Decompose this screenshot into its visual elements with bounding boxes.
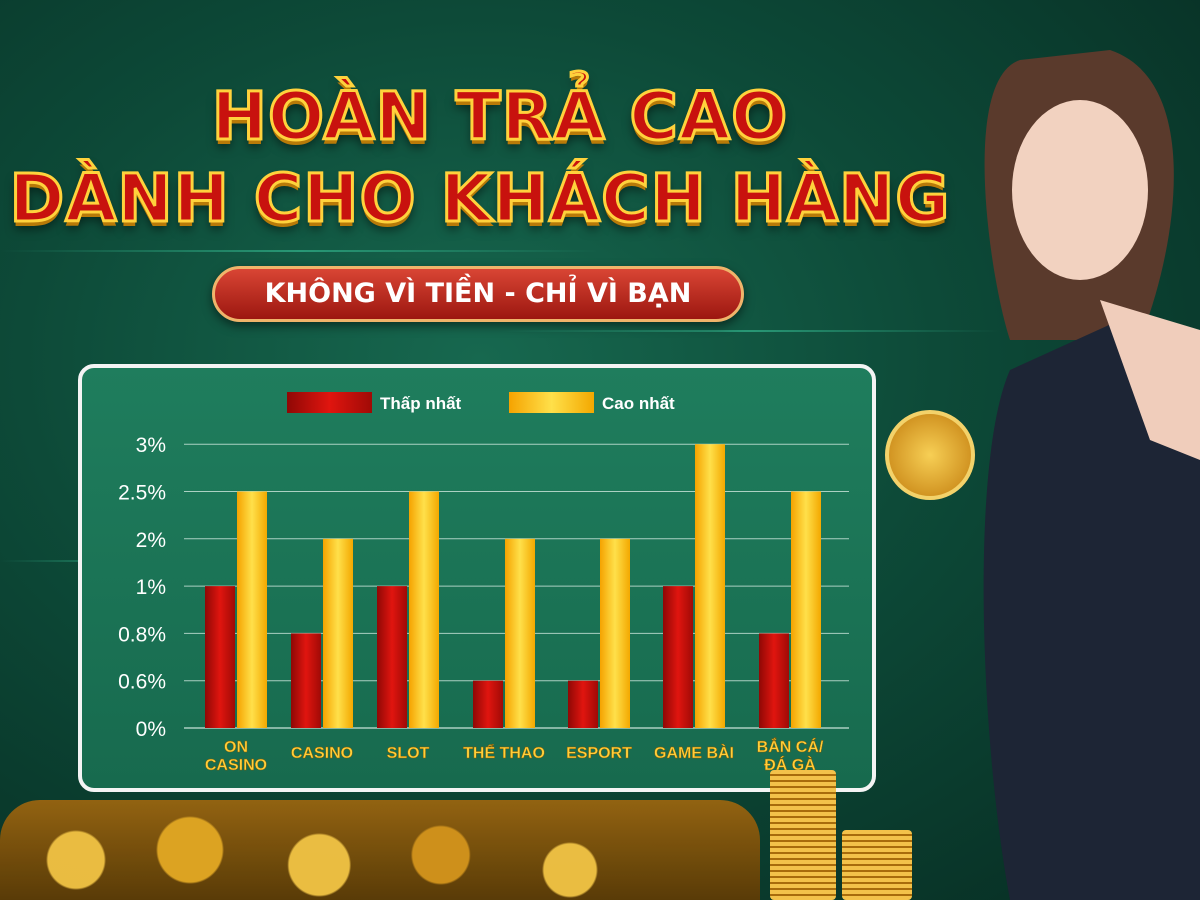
bar-high: [600, 538, 630, 728]
legend-label: Thấp nhất: [380, 394, 462, 413]
legend-label: Cao nhất: [602, 394, 675, 413]
bar-low: [377, 586, 407, 728]
y-tick-label: 2.5%: [118, 482, 166, 505]
bar-low: [291, 633, 321, 728]
model-figure: [983, 50, 1200, 900]
x-tick-label: THỂ THAO: [463, 743, 545, 762]
y-tick-label: 1%: [136, 576, 166, 599]
x-tick-label: ON: [224, 739, 248, 756]
title-line-1: HOÀN TRẢ CAO: [210, 77, 789, 157]
coin-stack: [770, 770, 836, 900]
bar-low: [759, 633, 789, 728]
bar-high: [237, 491, 267, 728]
bar-low: [473, 680, 503, 728]
y-tick-label: 0.6%: [118, 671, 166, 694]
x-tick-label: CASINO: [205, 757, 267, 774]
title-line-2: DÀNH CHO KHÁCH HÀNG: [8, 159, 951, 239]
bar-high: [505, 538, 535, 728]
bar-low: [205, 586, 235, 728]
bar-low: [663, 586, 693, 728]
x-tick-label: BẮN CÁ/: [757, 737, 824, 756]
y-tick-label: 2%: [136, 529, 166, 552]
bar-high: [695, 444, 725, 728]
coin-stack: [842, 830, 912, 900]
bar-high: [791, 491, 821, 728]
gold-coins-pile: [0, 800, 760, 900]
x-tick-label: ESPORT: [566, 745, 632, 762]
x-tick-label: ĐÁ GÀ: [764, 755, 816, 774]
x-tick-label: CASINO: [291, 745, 353, 762]
chart-panel: 0% 0.6% 0.8% 1% 2% 2.5% 3% ON CASINO CASINO SLOT TH…: [78, 364, 876, 792]
legend-swatch: [509, 392, 594, 413]
gold-coin-icon: [885, 410, 975, 500]
slogan-ribbon: KHÔNG VÌ TIỀN - CHỈ VÌ BẠN: [212, 266, 744, 322]
legend-swatch: [287, 392, 372, 413]
x-tick-label: SLOT: [387, 745, 430, 762]
y-tick-label: 0%: [136, 718, 166, 741]
bar-high: [323, 538, 353, 728]
y-tick-label: 0.8%: [118, 623, 166, 646]
y-tick-label: 3%: [136, 434, 166, 457]
bar-high: [409, 491, 439, 728]
x-tick-label: GAME BÀI: [654, 743, 734, 762]
bar-low: [568, 680, 598, 728]
